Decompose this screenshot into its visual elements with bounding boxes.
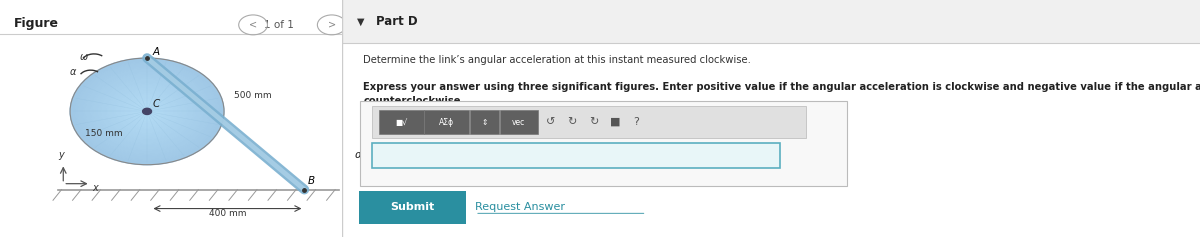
Circle shape [76,62,218,161]
Circle shape [88,71,206,152]
FancyBboxPatch shape [500,110,538,134]
Circle shape [96,76,198,147]
Circle shape [98,78,196,145]
Circle shape [83,67,211,156]
Circle shape [137,104,157,118]
FancyBboxPatch shape [372,106,806,138]
Circle shape [106,83,188,140]
Text: ▼: ▼ [358,16,365,26]
Text: x: x [92,183,98,193]
FancyBboxPatch shape [425,110,469,134]
Circle shape [126,97,168,126]
Text: y: y [58,150,64,160]
Text: ↻: ↻ [589,117,598,127]
Text: ω: ω [80,52,89,62]
Circle shape [124,96,170,128]
Circle shape [134,102,160,120]
Text: ↻: ↻ [568,117,577,127]
Text: rad/s²: rad/s² [784,150,816,160]
Circle shape [78,64,216,159]
Text: ↺: ↺ [546,117,556,127]
Circle shape [94,74,200,149]
Circle shape [114,88,180,135]
Circle shape [101,79,193,143]
Circle shape [103,81,191,142]
Text: A: A [152,47,160,57]
Text: ■√: ■√ [395,118,407,127]
Text: α: α [70,67,77,77]
Circle shape [119,92,175,131]
Text: αlink =: αlink = [355,150,395,160]
Text: counterclockwise.: counterclockwise. [364,96,464,106]
Text: AΣϕ: AΣϕ [439,118,455,127]
FancyBboxPatch shape [470,110,499,134]
Text: 150 mm: 150 mm [85,129,124,138]
Circle shape [91,72,204,150]
Circle shape [121,94,173,129]
Text: Express your answer using three significant figures. Enter positive value if the: Express your answer using three signific… [364,82,1200,92]
FancyBboxPatch shape [379,110,424,134]
Circle shape [108,85,186,138]
Circle shape [85,69,209,154]
Text: Request Answer: Request Answer [475,202,565,212]
Text: C: C [152,100,160,109]
FancyBboxPatch shape [372,143,780,168]
Circle shape [139,106,155,117]
Text: ?: ? [634,117,640,127]
Circle shape [130,99,166,124]
Circle shape [70,58,224,165]
Circle shape [112,87,182,136]
FancyBboxPatch shape [360,101,847,186]
Circle shape [142,108,152,115]
Text: >: > [328,20,336,30]
Text: B: B [307,176,314,186]
Text: 400 mm: 400 mm [209,209,246,218]
Circle shape [143,108,151,114]
Text: vec: vec [512,118,526,127]
Text: Figure: Figure [13,17,59,30]
Circle shape [80,65,214,158]
Text: ■: ■ [610,117,620,127]
Circle shape [73,60,222,163]
Circle shape [132,101,162,122]
Circle shape [144,109,150,113]
Text: Submit: Submit [391,202,434,212]
FancyBboxPatch shape [342,0,1200,43]
Text: 1 of 1: 1 of 1 [264,20,294,30]
Text: ⇕: ⇕ [481,118,487,127]
Text: Part D: Part D [377,15,418,28]
Text: 500 mm: 500 mm [234,91,272,100]
FancyBboxPatch shape [359,191,467,224]
Text: <: < [250,20,257,30]
Text: Determine the link’s angular acceleration at this instant measured clockwise.: Determine the link’s angular acceleratio… [364,55,751,65]
Circle shape [116,90,178,133]
